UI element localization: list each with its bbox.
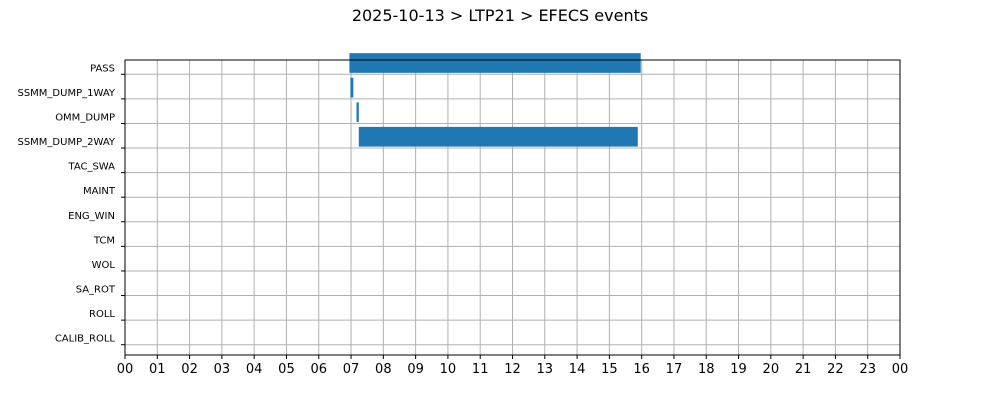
y-tick-label: PASS (90, 63, 115, 74)
x-tick-label: 16 (633, 362, 650, 377)
x-tick-label: 06 (310, 362, 327, 377)
x-tick-label: 14 (569, 362, 586, 377)
x-tick-label: 07 (343, 362, 360, 377)
x-tick-label: 19 (730, 362, 747, 377)
event-bar-pass (349, 53, 641, 73)
x-tick-label: 00 (117, 362, 134, 377)
event-bars (349, 53, 641, 147)
x-tick-label: 20 (763, 362, 780, 377)
event-bar-omm-dump (356, 102, 359, 122)
y-tick-label: TAC_SWA (67, 162, 115, 173)
x-tick-label: 04 (246, 362, 263, 377)
x-tick-label: 23 (859, 362, 876, 377)
x-axis: 00 01 02 03 04 05 06 07 08 09 10 11 12 13 14 15 16 17 18 19… (117, 355, 909, 377)
y-tick-label: ENG_WIN (68, 211, 115, 222)
x-tick-label: 15 (601, 362, 618, 377)
y-tick-label: OMM_DUMP (55, 112, 115, 123)
y-tick-label: TCM (93, 235, 115, 246)
x-tick-label: 22 (827, 362, 844, 377)
x-tick-label: 02 (181, 362, 198, 377)
y-tick-label: MAINT (83, 186, 116, 197)
event-bar-ssmm-dump-2way (358, 126, 638, 147)
x-tick-label: 08 (375, 362, 392, 377)
x-tick-label: 13 (537, 362, 554, 377)
x-tick-label: 09 (407, 362, 424, 377)
y-tick-label: WOL (92, 260, 116, 271)
y-tick-label: SSMM_DUMP_2WAY (17, 137, 115, 148)
x-tick-label: 17 (666, 362, 683, 377)
y-tick-label: ROLL (89, 309, 115, 320)
x-tick-label: 21 (795, 362, 812, 377)
x-tick-label: 00 (892, 362, 909, 377)
x-tick-label: 10 (440, 362, 457, 377)
y-axis: PASS SSMM_DUMP_1WAY OMM_DUMP SSMM_DUMP_2WAY… (17, 63, 125, 346)
y-tick-label: CALIB_ROLL (55, 334, 116, 345)
y-tick-label: SA_ROT (76, 285, 116, 296)
x-tick-label: 05 (278, 362, 295, 377)
x-tick-label: 01 (149, 362, 166, 377)
event-bar-ssmm-dump-1way (350, 77, 354, 98)
x-tick-label: 03 (214, 362, 231, 377)
y-tick-label: SSMM_DUMP_1WAY (17, 88, 115, 99)
x-tick-label: 11 (472, 362, 489, 377)
x-tick-label: 18 (698, 362, 715, 377)
chart-title: 2025-10-13 > LTP21 > EFECS events (351, 6, 649, 25)
grid-lines (125, 60, 900, 355)
x-tick-label: 12 (504, 362, 521, 377)
